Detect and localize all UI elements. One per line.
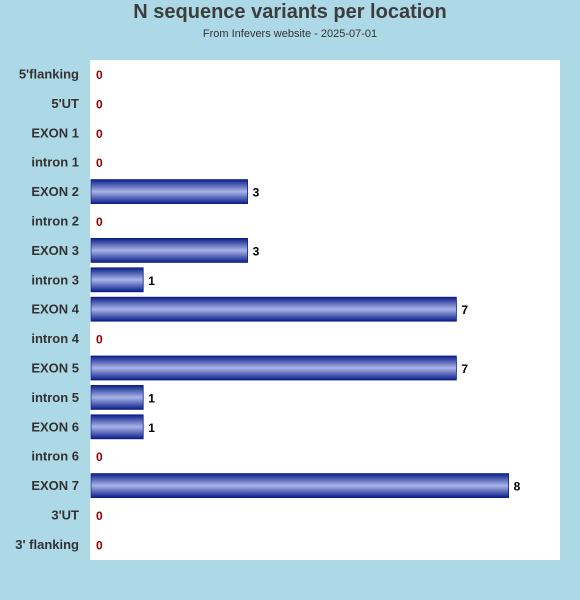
category-label: EXON 4 [31,302,79,317]
value-label: 1 [148,274,155,288]
value-label: 0 [96,538,103,552]
value-label: 0 [96,68,103,82]
value-label: 0 [96,97,103,111]
chart-subtitle: From Infevers website - 2025-07-01 [202,28,378,40]
value-label: 8 [514,480,521,494]
category-label: 5'UT [51,96,79,111]
category-label: intron 6 [31,449,79,464]
value-label: 7 [461,362,468,376]
category-label: intron 1 [31,155,79,170]
chart-title: N sequence variants per location [133,1,447,23]
category-label: EXON 3 [31,243,79,258]
category-label: EXON 2 [31,184,79,199]
bar [90,179,249,205]
value-label: 0 [96,215,103,229]
value-label: 0 [96,156,103,170]
bar [90,384,144,410]
category-label: EXON 5 [31,361,79,376]
category-label: intron 5 [31,390,79,405]
category-label: intron 3 [31,272,79,287]
value-label: 0 [96,127,103,141]
bar [90,296,457,322]
value-label: 0 [96,509,103,523]
bar [90,355,457,381]
value-label: 3 [253,244,260,258]
category-label: 5'flanking [19,67,79,82]
category-label: intron 4 [31,331,79,346]
bar [90,414,144,440]
category-label: intron 2 [31,214,79,229]
value-label: 0 [96,450,103,464]
value-label: 1 [148,421,155,435]
value-label: 7 [461,303,468,317]
bar [90,473,510,499]
category-label: EXON 7 [31,478,79,493]
category-label: EXON 6 [31,419,79,434]
value-label: 3 [253,186,260,200]
bar [90,267,144,293]
value-label: 1 [148,391,155,405]
category-label: EXON 1 [31,125,79,140]
category-label: 3'UT [51,508,79,523]
category-label: 3' flanking [15,537,79,552]
bar [90,237,249,263]
value-label: 0 [96,333,103,347]
